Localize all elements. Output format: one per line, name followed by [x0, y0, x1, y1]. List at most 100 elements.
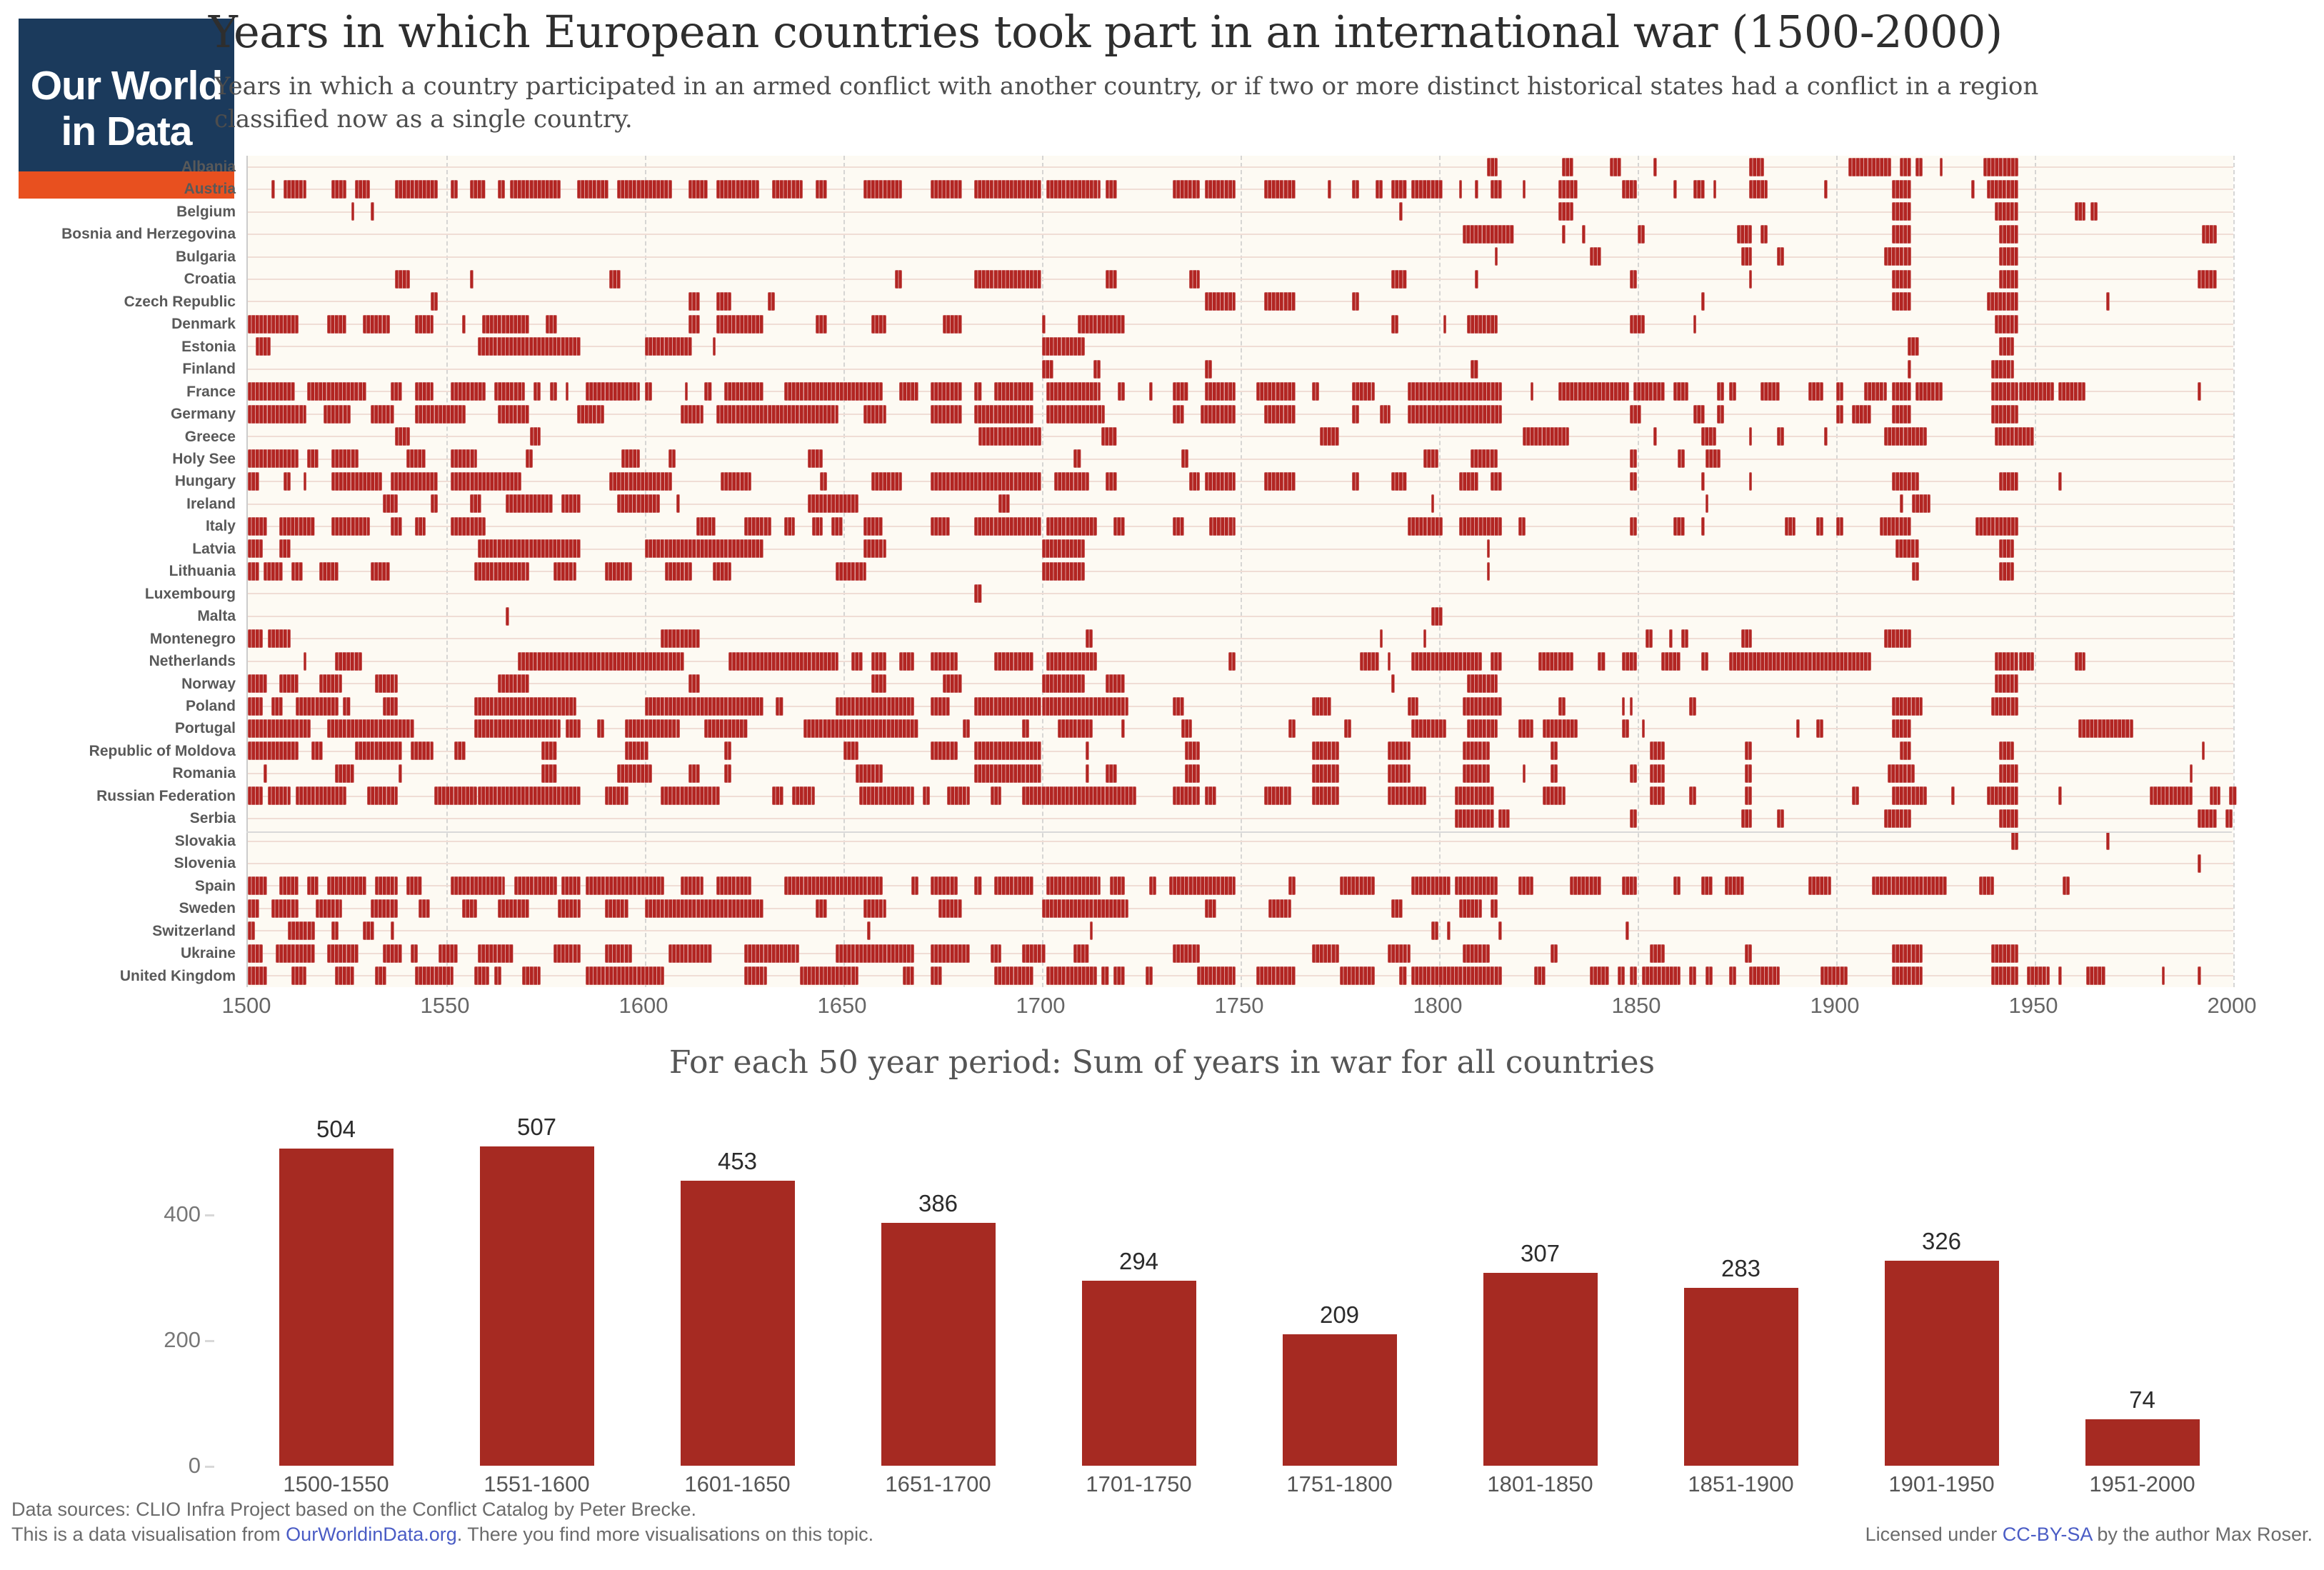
bar-1901-1950: 326: [1884, 1228, 1999, 1466]
war-period-mark: [2197, 269, 2217, 289]
war-period-mark: [355, 741, 402, 761]
row-baseline: [248, 952, 2233, 954]
row-baseline: [248, 885, 2233, 887]
war-period-mark: [1689, 696, 1697, 716]
row-baseline: [248, 256, 2233, 258]
war-period-mark: [1522, 179, 1526, 199]
bar-1801-1850: 307: [1483, 1240, 1598, 1466]
war-period-mark: [1042, 696, 1129, 716]
war-period-mark: [1550, 741, 1558, 761]
war-period-mark: [1863, 382, 1888, 401]
war-period-mark: [1407, 516, 1443, 536]
timeline-row-malta: [248, 605, 2233, 627]
country-label-slovenia: Slovenia: [174, 855, 236, 872]
war-period-mark: [1693, 404, 1705, 424]
war-period-mark: [518, 651, 684, 671]
bar-1851-1900: 283: [1683, 1255, 1798, 1466]
war-period-mark: [1343, 719, 1351, 738]
war-period-mark: [1998, 224, 2018, 244]
war-period-mark: [1168, 876, 1236, 896]
war-period-mark: [2062, 876, 2070, 896]
war-period-mark: [1633, 382, 1665, 401]
row-baseline: [248, 615, 2233, 617]
war-period-mark: [1340, 876, 1376, 896]
war-period-mark: [911, 876, 918, 896]
war-period-mark: [1629, 471, 1637, 491]
war-period-mark: [1911, 494, 1931, 514]
country-label-sweden: Sweden: [179, 900, 236, 917]
war-period-mark: [1725, 876, 1745, 896]
war-period-mark: [1105, 471, 1117, 491]
war-period-mark: [1538, 651, 1574, 671]
timeline-row-germany: [248, 403, 2233, 425]
war-period-mark: [1391, 899, 1403, 918]
logo-text-line2: in Data: [61, 109, 192, 154]
war-period-mark: [529, 427, 541, 446]
war-period-mark: [1022, 719, 1030, 738]
war-period-mark: [1264, 404, 1296, 424]
war-period-mark: [974, 741, 1041, 761]
war-period-mark: [474, 561, 529, 581]
war-period-mark: [275, 944, 315, 963]
war-period-mark: [1078, 314, 1125, 334]
war-period-mark: [374, 966, 386, 986]
war-period-mark: [1491, 899, 1498, 918]
war-period-mark: [585, 876, 664, 896]
war-period-mark: [1351, 471, 1359, 491]
license-link[interactable]: CC-BY-SA: [2002, 1524, 2092, 1545]
war-period-mark: [1899, 494, 1903, 514]
war-period-mark: [871, 471, 903, 491]
war-period-mark: [1899, 741, 1911, 761]
bar-category-label: 1701-1750: [1086, 1471, 1192, 1496]
bar-1701-1750: 294: [1081, 1248, 1196, 1466]
x-tick-1850: 1850: [1611, 993, 1661, 1018]
war-period-mark: [859, 786, 915, 806]
war-period-mark: [1558, 696, 1566, 716]
war-period-mark: [371, 404, 394, 424]
war-period-mark: [327, 314, 346, 334]
bar-value-label: 507: [516, 1114, 557, 1140]
war-period-mark: [990, 786, 1002, 806]
war-period-mark: [1022, 786, 1137, 806]
war-period-mark: [410, 741, 434, 761]
war-period-mark: [1748, 966, 1780, 986]
war-period-mark: [541, 741, 557, 761]
war-period-mark: [1915, 382, 1943, 401]
war-period-mark: [1629, 966, 1637, 986]
war-period-mark: [1748, 427, 1753, 446]
war-period-mark: [783, 382, 883, 401]
war-period-mark: [2201, 741, 2205, 761]
war-period-mark: [664, 561, 692, 581]
timeline-row-greece: [248, 426, 2233, 448]
war-period-mark: [248, 561, 259, 581]
timeline-row-ukraine: [248, 942, 2233, 964]
war-period-mark: [974, 269, 1041, 289]
war-period-mark: [1808, 382, 1824, 401]
war-period-mark: [557, 899, 581, 918]
timeline-row-ireland: [248, 493, 2233, 515]
war-period-mark: [315, 899, 343, 918]
war-period-mark: [1455, 809, 1494, 828]
war-period-mark: [1629, 696, 1633, 716]
war-period-mark: [712, 561, 732, 581]
war-period-mark: [414, 404, 466, 424]
war-period-mark: [1558, 382, 1629, 401]
war-period-mark: [1399, 202, 1403, 221]
war-period-mark: [2026, 966, 2050, 986]
war-period-mark: [1649, 741, 1665, 761]
bar-1500-1550: 504: [279, 1116, 394, 1466]
war-period-mark: [1518, 516, 1526, 536]
war-period-mark: [295, 696, 339, 716]
logo-orange-stripe: [19, 171, 234, 199]
war-period-mark: [1784, 516, 1796, 536]
war-period-mark: [645, 899, 763, 918]
war-period-mark: [1391, 314, 1399, 334]
war-period-mark: [1673, 516, 1685, 536]
owid-link[interactable]: OurWorldinData.org: [286, 1524, 457, 1545]
war-period-mark: [1649, 786, 1665, 806]
war-period-mark: [1741, 809, 1753, 828]
row-baseline: [248, 660, 2233, 662]
war-period-mark: [1951, 786, 1955, 806]
war-period-mark: [331, 179, 346, 199]
timeline-row-albania: [248, 156, 2233, 178]
